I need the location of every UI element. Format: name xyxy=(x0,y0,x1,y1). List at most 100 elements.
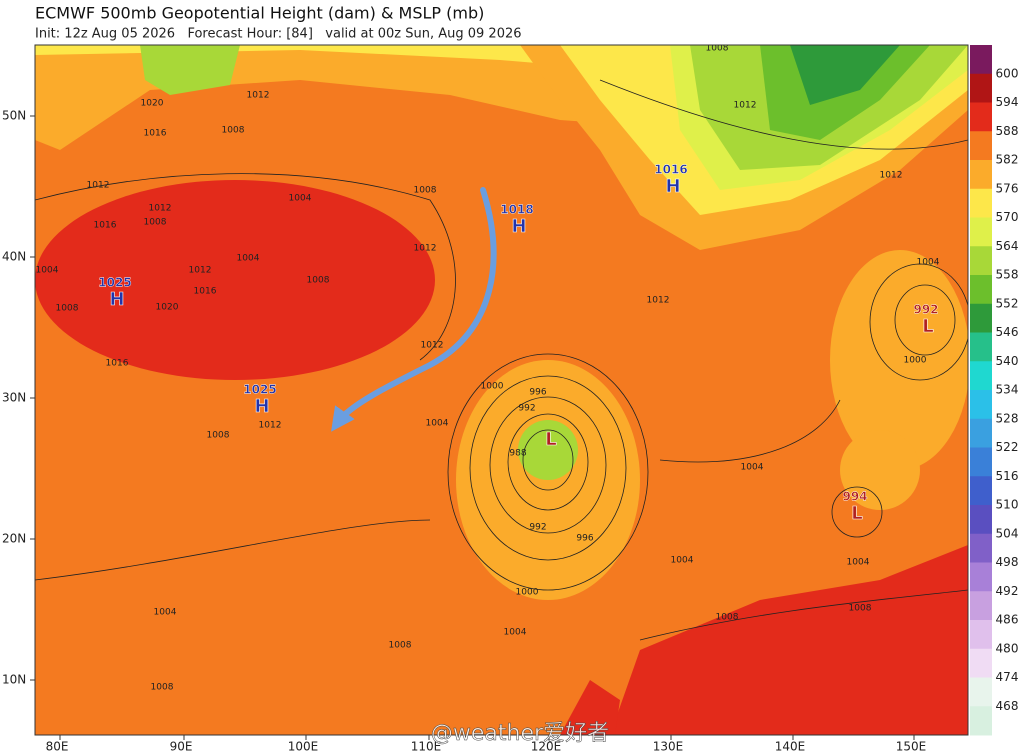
colorbar-cell xyxy=(970,73,992,103)
isobar-label: 1000 xyxy=(516,588,539,598)
flow-arrow xyxy=(331,187,497,432)
isobar-label: 1004 xyxy=(36,266,59,276)
center-letter: H xyxy=(109,289,124,310)
lat-label: 30N xyxy=(2,391,26,405)
center-pressure: 994 xyxy=(842,490,867,504)
colorbar-label: 522 xyxy=(996,440,1019,454)
isobar-label: 1004 xyxy=(504,628,527,638)
isobar-label: 1016 xyxy=(144,129,167,139)
isobar xyxy=(659,399,841,463)
colorbar-cell xyxy=(970,188,992,218)
colorbar-label: 480 xyxy=(996,641,1019,655)
colorbar: 600 594 588 582 576 570 564 558 552 546 540 534 528 5… xyxy=(970,45,1018,736)
height-fill xyxy=(840,430,920,510)
isobar-label: 1004 xyxy=(154,608,177,618)
colorbar-label: 558 xyxy=(996,268,1019,282)
center-letter: L xyxy=(851,503,862,524)
colorbar-cell xyxy=(970,505,992,535)
isobar-label: 1004 xyxy=(671,556,694,566)
colorbar-cell xyxy=(970,418,992,448)
colorbar-label: 468 xyxy=(996,699,1019,713)
isobar-label: 1008 xyxy=(222,126,245,136)
colorbar-cell xyxy=(970,677,992,707)
isobar-label: 1008 xyxy=(706,44,729,54)
isobar xyxy=(447,353,649,591)
height-fill xyxy=(140,45,240,95)
isobar-label: 1012 xyxy=(880,171,903,181)
center-pressure: 1016 xyxy=(654,163,687,177)
center-letter: H xyxy=(665,176,680,197)
height-fill xyxy=(560,680,620,735)
isobar xyxy=(469,375,627,561)
center-letter: L xyxy=(545,429,556,450)
isobar-label: 1012 xyxy=(421,341,444,351)
lon-label: 80E xyxy=(46,740,69,754)
isobar-label: 1012 xyxy=(259,421,282,431)
colorbar-label: 546 xyxy=(996,325,1019,339)
isobar xyxy=(869,263,968,381)
colorbar-cell xyxy=(970,591,992,621)
lon-label: 120E xyxy=(531,740,562,754)
colorbar-cell xyxy=(970,620,992,650)
lat-label: 50N xyxy=(2,109,26,123)
lon-label: 130E xyxy=(653,740,684,754)
isobar-label: 1012 xyxy=(87,181,110,191)
isobar-label: 1012 xyxy=(247,91,270,101)
lat-label: 40N xyxy=(2,250,26,264)
isobar-label: 1008 xyxy=(207,431,230,441)
colorbar-cell xyxy=(970,131,992,161)
isobar xyxy=(507,413,589,511)
height-fill xyxy=(610,545,968,735)
isobar-label: 996 xyxy=(529,388,546,398)
isobar-label: 1008 xyxy=(56,304,79,314)
colorbar-label: 492 xyxy=(996,584,1019,598)
isobar-label: 1020 xyxy=(141,99,164,109)
isobar xyxy=(522,429,574,491)
isobar-label: 1016 xyxy=(106,359,129,369)
map-area: 1020 1016 1008 1012 1012 1004 1016 1012 1008 1012… xyxy=(35,44,968,735)
colorbar-cell xyxy=(970,361,992,391)
colorbar-cell xyxy=(970,303,992,333)
center-pressure: 1018 xyxy=(500,203,533,217)
colorbar-label: 534 xyxy=(996,383,1019,397)
lon-label: 90E xyxy=(170,740,193,754)
lat-label: 10N xyxy=(2,673,26,687)
colorbar-label: 474 xyxy=(996,670,1019,684)
isobar-label: 1016 xyxy=(94,221,117,231)
height-fill xyxy=(790,45,900,105)
isobar-label: 1016 xyxy=(194,287,217,297)
colorbar-label: 570 xyxy=(996,210,1019,224)
isobar-label: 1008 xyxy=(389,641,412,651)
colorbar-label: 540 xyxy=(996,354,1019,368)
colorbar-cell xyxy=(970,476,992,506)
isobar-label: 1012 xyxy=(734,101,757,111)
isobar xyxy=(894,284,956,356)
isobar-label: 992 xyxy=(518,404,535,414)
height-fill xyxy=(518,420,578,480)
isobar-label: 1012 xyxy=(149,204,172,214)
colorbar-label: 486 xyxy=(996,613,1019,627)
center-pressure: 1025 xyxy=(98,276,131,290)
isobar-label: 1004 xyxy=(237,254,260,264)
isobar-label: 1008 xyxy=(144,218,167,228)
map-frame xyxy=(34,44,969,736)
subtitle: Init: 12z Aug 05 2026 Forecast Hour: [84… xyxy=(35,27,522,42)
isobar-label: 1000 xyxy=(481,382,504,392)
colorbar-cell xyxy=(970,706,992,736)
colorbar-label: 594 xyxy=(996,95,1019,109)
colorbar-cell xyxy=(970,275,992,305)
lon-label: 100E xyxy=(288,740,319,754)
isobar-label: 996 xyxy=(576,534,593,544)
isobar-label: 1004 xyxy=(289,194,312,204)
lon-label: 150E xyxy=(896,740,927,754)
title: ECMWF 500mb Geopotential Height (dam) & … xyxy=(35,4,484,23)
isobar-label: 1020 xyxy=(156,303,179,313)
isobar xyxy=(599,79,968,150)
colorbar-label: 600 xyxy=(996,66,1019,80)
colorbar-label: 582 xyxy=(996,153,1019,167)
isobar xyxy=(35,173,456,361)
lat-label: 20N xyxy=(2,532,26,546)
center-letter: H xyxy=(254,396,269,417)
isobar-label: 1004 xyxy=(426,419,449,429)
